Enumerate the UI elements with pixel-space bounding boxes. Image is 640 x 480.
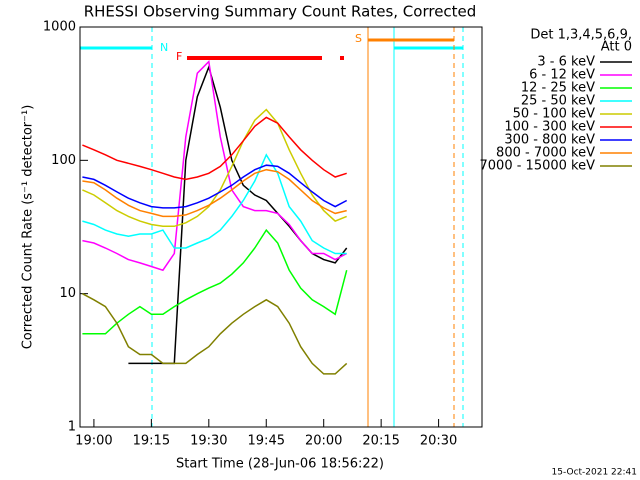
saa-marker: S <box>355 32 362 45</box>
chart-title: RHESSI Observing Summary Count Rates, Co… <box>84 3 477 21</box>
legend-label: 800 - 7000 keV <box>496 146 595 161</box>
x-axis-label: Start Time (28-Jun-06 18:56:22) <box>176 457 384 472</box>
night-marker: N <box>160 41 168 54</box>
x-tick-label: 19:45 <box>248 434 285 449</box>
legend-label: 6 - 12 keV <box>529 68 595 83</box>
y-tick-label: 100 <box>51 153 76 168</box>
y-tick-label: 1000 <box>43 20 76 35</box>
y-tick-label: 10 <box>59 286 76 301</box>
legend-label: 3 - 6 keV <box>537 55 595 70</box>
legend-label: 100 - 300 keV <box>504 120 595 135</box>
legend-label: 300 - 800 keV <box>504 133 595 148</box>
legend-header: Att 0 <box>601 40 632 55</box>
x-tick-label: 19:00 <box>75 434 112 449</box>
x-tick-label: 20:30 <box>420 434 457 449</box>
y-axis-label: Corrected Count Rate (s⁻¹ detector⁻¹) <box>21 105 36 350</box>
legend-label: 50 - 100 keV <box>513 107 596 122</box>
x-tick-label: 19:30 <box>190 434 227 449</box>
y-tick-label: 1 <box>68 420 76 435</box>
legend-header: Det 1,3,4,5,6,9, <box>530 28 632 43</box>
x-tick-label: 20:15 <box>362 434 399 449</box>
legend-label: 25 - 50 keV <box>521 94 595 109</box>
x-tick-label: 19:15 <box>133 434 170 449</box>
plot-frame <box>79 26 483 428</box>
footer: 15-Oct-2021 22:41 <box>552 468 637 478</box>
flare-marker: F <box>176 50 182 63</box>
legend-label: 7000 - 15000 keV <box>480 159 596 174</box>
series-line <box>82 60 348 272</box>
x-tick-label: 20:00 <box>305 434 342 449</box>
status-bars: N F S <box>80 27 464 427</box>
legend-label: 12 - 25 keV <box>521 81 595 96</box>
